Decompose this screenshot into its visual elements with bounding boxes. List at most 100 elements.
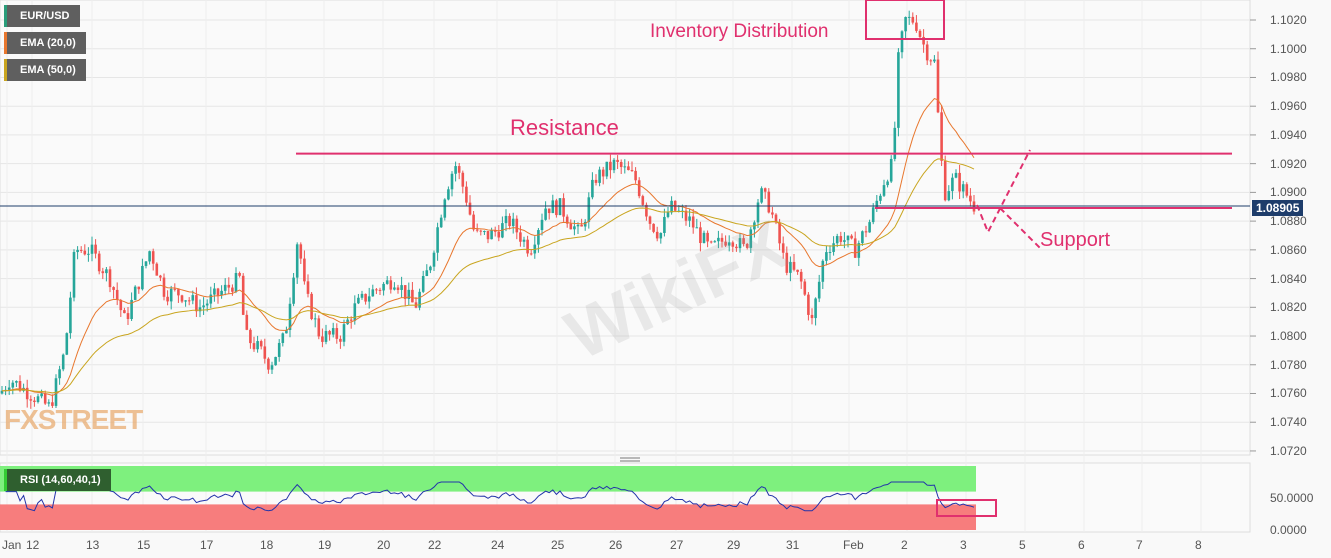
candle [587, 197, 591, 222]
candle [256, 341, 259, 350]
candle [882, 185, 886, 196]
candle [36, 396, 40, 403]
candle [234, 272, 238, 292]
price-tick: 1.0980 [1270, 70, 1307, 85]
candle [87, 253, 90, 255]
ema20-line [1, 97, 975, 397]
candle [357, 297, 360, 304]
candle [490, 230, 493, 240]
support-label: Support [1040, 229, 1111, 251]
candle [583, 221, 587, 227]
candle [911, 16, 915, 23]
candle [706, 232, 709, 242]
candle [18, 381, 22, 391]
candle [173, 288, 177, 290]
candle [965, 184, 969, 196]
candle [724, 241, 727, 246]
candle [267, 358, 270, 370]
candle [202, 305, 205, 308]
candle [418, 291, 421, 308]
candle [245, 314, 249, 330]
candle [375, 289, 378, 291]
date-label: 22 [428, 538, 442, 552]
legend-symbol[interactable]: EUR/USD [4, 5, 80, 27]
candle [875, 200, 879, 208]
candle [835, 236, 839, 244]
candle [371, 289, 375, 297]
candle [832, 243, 835, 252]
inventory-distribution-label: Inventory Distribution [650, 21, 829, 42]
date-label: 26 [609, 538, 623, 552]
candle [663, 216, 666, 233]
candle [594, 179, 598, 183]
candle [648, 216, 652, 224]
candle [807, 294, 810, 315]
candle [598, 169, 601, 183]
candle [637, 180, 641, 197]
candle [378, 289, 382, 291]
candle [198, 307, 202, 312]
candle [231, 287, 234, 292]
candle [115, 289, 119, 301]
candle [79, 249, 83, 251]
candle [591, 179, 594, 198]
candle [652, 223, 655, 232]
candle [900, 31, 904, 53]
candle [472, 214, 475, 230]
candle [220, 290, 223, 296]
candle [929, 60, 933, 62]
candle [702, 232, 706, 244]
candle [961, 184, 965, 192]
rsi-oversold-zone [0, 504, 976, 530]
price-tick: 1.0780 [1270, 357, 1307, 372]
candle [850, 235, 853, 239]
candle [479, 230, 483, 232]
candle [515, 218, 519, 233]
candle [630, 170, 634, 172]
projection-up [976, 149, 1031, 235]
candle [943, 160, 947, 201]
candle [897, 52, 900, 128]
candle [281, 333, 285, 343]
inventory-box [865, 0, 945, 40]
date-label: Feb [843, 538, 864, 552]
candle [97, 253, 101, 272]
candle [864, 231, 868, 233]
candle [486, 231, 490, 240]
candle [144, 261, 148, 266]
candle [738, 238, 742, 249]
candle [133, 286, 137, 300]
candle [33, 400, 36, 403]
candle [317, 318, 321, 337]
price-pane [0, 0, 1251, 456]
candle [580, 224, 583, 227]
candle [558, 198, 562, 216]
candle [382, 283, 385, 291]
candle [609, 161, 612, 171]
candle [205, 303, 209, 306]
legend-rsi[interactable]: RSI (14,60,40,1) [4, 469, 111, 491]
candle [821, 260, 825, 282]
candle [407, 289, 411, 299]
candle [504, 215, 508, 224]
date-label: 19 [318, 538, 332, 552]
candle [76, 249, 79, 253]
price-tick: 1.1020 [1270, 13, 1307, 27]
price-tick: 1.0940 [1270, 127, 1307, 142]
candle [519, 232, 522, 242]
candle [871, 207, 875, 223]
price-tick: 1.0900 [1270, 185, 1307, 200]
legend-ema50[interactable]: EMA (50,0) [4, 59, 86, 81]
candle [799, 271, 803, 282]
candle [112, 287, 115, 290]
candle [227, 284, 231, 288]
candle [65, 333, 69, 355]
legend-ema20[interactable]: EMA (20,0) [4, 32, 86, 54]
candle [483, 231, 486, 233]
candle [223, 284, 227, 291]
candle [108, 269, 112, 288]
candle [457, 166, 461, 173]
candle [310, 293, 313, 320]
